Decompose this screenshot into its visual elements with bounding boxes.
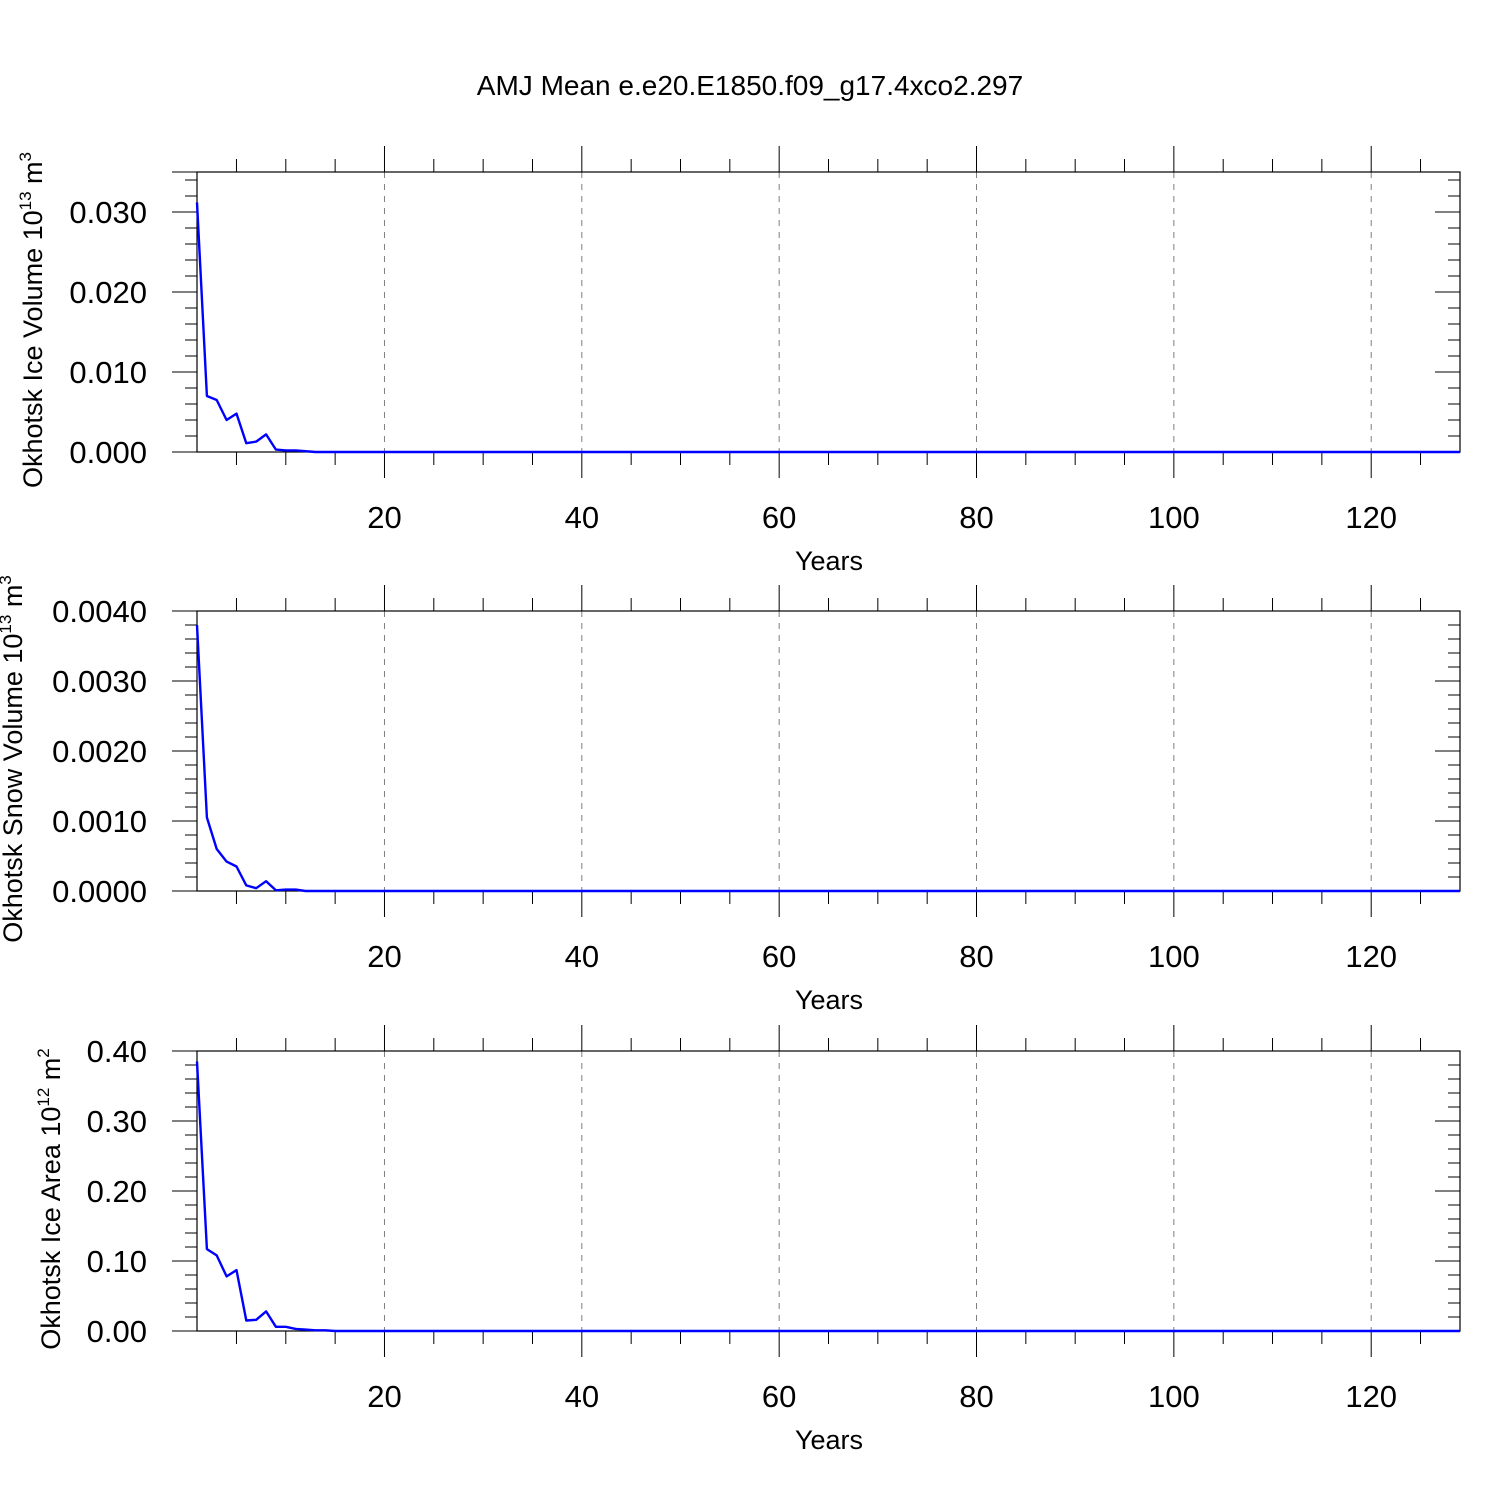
series-line xyxy=(195,1061,1460,1333)
y-tick-label: 0.0040 xyxy=(52,594,147,629)
series-line xyxy=(195,624,1460,893)
x-tick-label: 40 xyxy=(565,1379,599,1414)
x-tick-label: 40 xyxy=(565,500,599,535)
y-tick-label: 0.0000 xyxy=(52,874,147,909)
y-tick-label: 0.0020 xyxy=(52,734,147,769)
plot-frame xyxy=(196,1050,1461,1332)
y-tick-label: 0.0010 xyxy=(52,804,147,839)
x-tick-label: 80 xyxy=(959,500,993,535)
x-tick-label: 120 xyxy=(1345,939,1397,974)
plot-frame xyxy=(196,610,1461,892)
x-tick-label: 60 xyxy=(762,1379,796,1414)
y-tick-label: 0.30 xyxy=(87,1104,147,1139)
y-tick-label: 0.010 xyxy=(69,355,147,390)
panel-1: 20 40 60 80 100 120 0.000 0.010 0.020 0.030 Years O… xyxy=(16,146,1461,576)
x-tick-label: 60 xyxy=(762,939,796,974)
x-tick-label: 20 xyxy=(367,500,401,535)
y-tick-label: 0.00 xyxy=(87,1314,147,1349)
x-axis-label: Years xyxy=(795,1425,863,1455)
y-tick-label: 0.40 xyxy=(87,1034,147,1069)
x-tick-label: 120 xyxy=(1345,500,1397,535)
x-tick-label: 80 xyxy=(959,1379,993,1414)
x-tick-label: 20 xyxy=(367,1379,401,1414)
x-tick-label: 80 xyxy=(959,939,993,974)
x-tick-label: 100 xyxy=(1148,939,1200,974)
panels: 20 40 60 80 100 120 0.000 0.010 0.020 0.030 Years O… xyxy=(0,146,1461,1455)
y-tick-label: 0.000 xyxy=(69,435,147,470)
x-axis-label: Years xyxy=(795,985,863,1015)
y-tick-label: 0.030 xyxy=(69,195,147,230)
x-tick-label: 100 xyxy=(1148,1379,1200,1414)
x-tick-label: 100 xyxy=(1148,500,1200,535)
x-tick-label: 120 xyxy=(1345,1379,1397,1414)
y-tick-label: 0.0030 xyxy=(52,664,147,699)
y-tick-label: 0.10 xyxy=(87,1244,147,1279)
panel-2: 20 40 60 80 100 120 0.0000 0.0010 0.0020 0.0030 0.… xyxy=(0,575,1461,1015)
y-tick-label: 0.20 xyxy=(87,1174,147,1209)
series-line xyxy=(195,202,1460,454)
y-axis-label: Okhotsk Snow Volume 1013 m3 xyxy=(0,575,28,943)
y-axis-label: Okhotsk Ice Volume 1013 m3 xyxy=(16,152,48,488)
chart-title: AMJ Mean e.e20.E1850.f09_g17.4xco2.297 xyxy=(477,70,1023,101)
plot-frame xyxy=(196,171,1461,453)
panel-3: 20 40 60 80 100 120 0.00 0.10 0.20 0.30 0.40 Years O… xyxy=(34,1025,1461,1455)
y-axis-label: Okhotsk Ice Area 1012 m2 xyxy=(34,1048,66,1350)
x-axis-label: Years xyxy=(795,546,863,576)
x-tick-label: 40 xyxy=(565,939,599,974)
x-tick-label: 60 xyxy=(762,500,796,535)
y-tick-label: 0.020 xyxy=(69,275,147,310)
x-tick-label: 20 xyxy=(367,939,401,974)
